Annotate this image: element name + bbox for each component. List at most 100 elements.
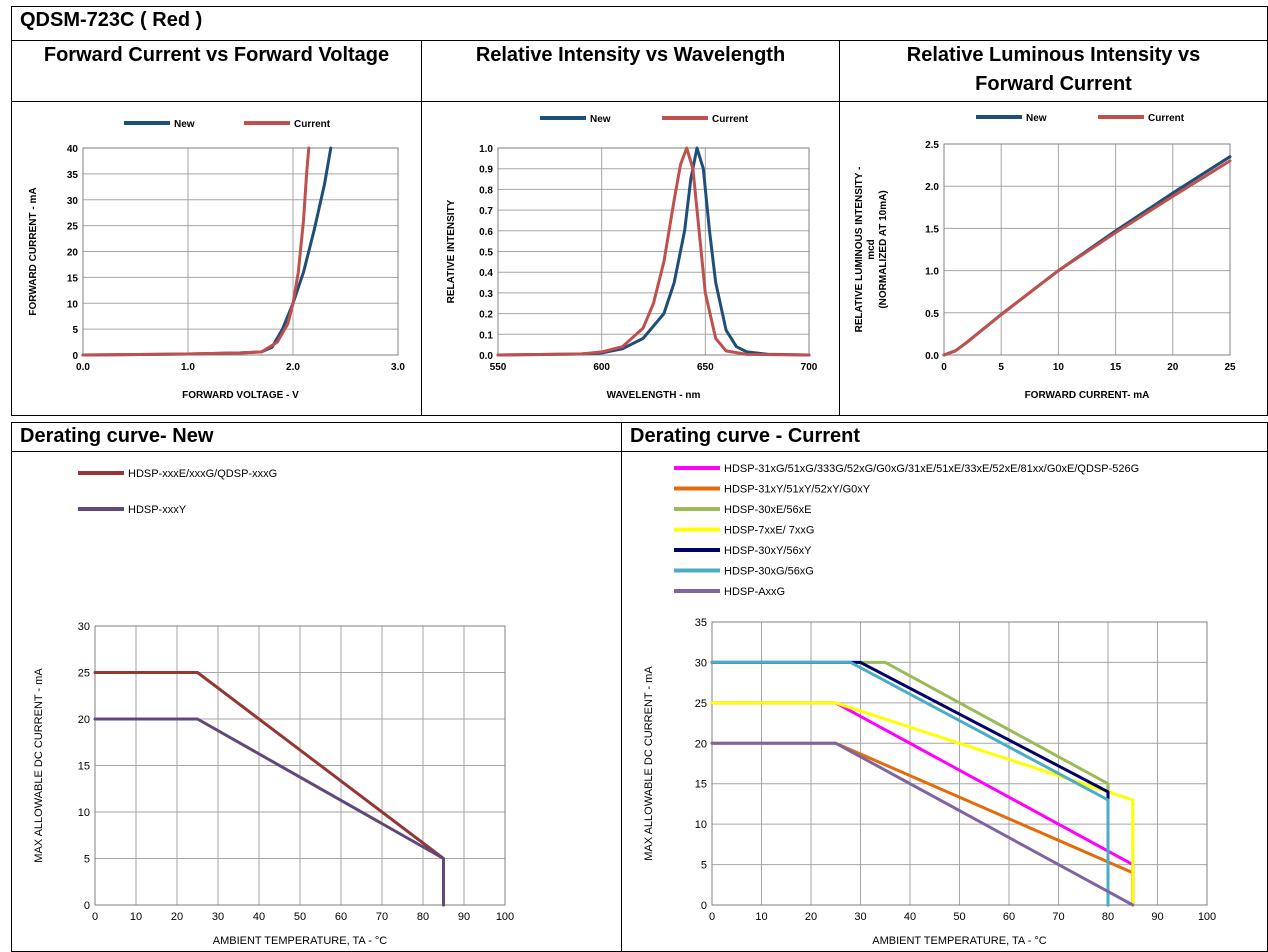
chart5-xtick-label: 90 (1151, 911, 1163, 923)
chart5-ytick-label: 0 (701, 900, 707, 912)
page-header-text: QDSM-723C ( Red ) (20, 9, 203, 31)
chart4-series-line (93, 717, 445, 907)
chart1-ytick-label: 35 (67, 170, 79, 181)
chart2-ytick-label: 0.2 (479, 310, 493, 321)
chart5-xtick-label: 40 (904, 911, 916, 923)
chart1-ytick-label: 20 (67, 248, 79, 259)
chart1-xtick-label: 1.0 (181, 362, 195, 373)
chart2-ytick-label: 0.3 (479, 289, 493, 300)
page-header: QDSM-723C ( Red ) (11, 6, 1268, 41)
chart3-ylabel: mcd (866, 239, 877, 260)
chart2-ytick-label: 0.0 (479, 351, 493, 362)
chart3-xtick-label: 10 (1053, 362, 1065, 373)
chart2-xlabel: WAVELENGTH - nm (607, 390, 701, 401)
chart3-xtick-label: 20 (1167, 362, 1179, 373)
chart5-ytick-label: 25 (695, 698, 707, 710)
chart1-xtick-label: 0.0 (76, 362, 90, 373)
chart4-title-cell: Derating curve- New (11, 422, 622, 452)
chart3-ylabel: RELATIVE LUMINOUS INTENSITY - (854, 167, 865, 333)
chart4-ytick-label: 10 (78, 807, 90, 819)
chart4-ytick-label: 25 (78, 668, 90, 680)
chart5-series-line (710, 701, 1135, 907)
chart5-svg: 0 5 10 15 20 25 30 35 0 10 20 30 40 50 60 70 80 90 100 AMBI… (643, 463, 1216, 947)
chart5-xtick-label: 100 (1198, 911, 1216, 923)
chart4-legend-label: HDSP-xxxY (128, 504, 187, 516)
chart3-ytick-label: 0.5 (925, 309, 939, 320)
chart5-series-line (710, 741, 1135, 907)
chart5-ylabel: MAX ALLOWABLE DC CURRENT - mA (643, 666, 655, 861)
chart2-ylabel: RELATIVE INTENSITY (446, 199, 457, 303)
chart4-xtick-label: 50 (294, 911, 306, 923)
chart5-panel: 0 5 10 15 20 25 30 35 0 10 20 30 40 50 60 70 80 90 100 AMBI… (621, 451, 1268, 952)
chart5-legend-label: HDSP-31xG/51xG/333G/52xG/G0xG/31xE/51xE/… (724, 463, 1139, 475)
chart4-ytick-label: 15 (78, 761, 90, 773)
chart1-xlabel: FORWARD VOLTAGE - V (182, 390, 299, 401)
chart5-xtick-label: 0 (709, 911, 715, 923)
chart1-legend-label: Current (294, 119, 331, 130)
chart1-ytick-label: 40 (67, 144, 79, 155)
chart3-plot-border (943, 143, 1231, 356)
chart5-title-cell: Derating curve - Current (621, 422, 1268, 452)
chart3-ytick-label: 2.0 (925, 182, 939, 193)
chart3-xtick-label: 15 (1110, 362, 1122, 373)
chart5-xtick-label: 70 (1052, 911, 1064, 923)
chart4-ylabel: MAX ALLOWABLE DC CURRENT - mA (33, 668, 45, 863)
chart2-ytick-label: 0.4 (479, 268, 493, 279)
chart4-xtick-label: 80 (417, 911, 429, 923)
chart5-ytick-label: 5 (701, 860, 707, 872)
chart2-ytick-label: 0.1 (479, 330, 493, 341)
chart1-ylabel: FORWARD CURRENT - mA (28, 187, 39, 315)
chart5-legend-label: HDSP-30xE/56xE (724, 504, 811, 516)
chart4-xtick-label: 30 (212, 911, 224, 923)
chart5-ytick-label: 20 (695, 738, 707, 750)
chart3-xlabel: FORWARD CURRENT- mA (1025, 390, 1150, 401)
chart5-legend-label: HDSP-31xY/51xY/52xY/G0xY (724, 484, 871, 496)
chart3-ytick-label: 1.5 (925, 224, 939, 235)
chart4-xtick-label: 10 (130, 911, 142, 923)
chart1-ytick-label: 0 (72, 351, 78, 362)
chart4-panel: 0 5 10 15 20 25 30 0 10 20 30 40 50 60 70 80 90 100 AMBIEN… (11, 451, 622, 952)
chart4-ytick-label: 20 (78, 714, 90, 726)
chart3-ytick-label: 1.0 (925, 267, 939, 278)
chart1-ytick-label: 30 (67, 196, 79, 207)
chart2-series-line (496, 146, 811, 357)
chart4-xtick-label: 0 (92, 911, 98, 923)
chart2-xtick-label: 650 (697, 362, 714, 373)
chart5-xtick-label: 10 (755, 911, 767, 923)
chart3-xtick-label: 25 (1224, 362, 1236, 373)
chart5-title: Derating curve - Current (630, 425, 861, 447)
chart3-series-line (942, 159, 1232, 357)
chart3-xtick-label: 0 (941, 362, 947, 373)
chart5-legend-label: HDSP-30xY/56xY (724, 545, 812, 557)
chart3-legend-label: Current (1148, 113, 1185, 124)
chart2-title-cell: Relative Intensity vs Wavelength (421, 40, 840, 102)
chart4-plot-border (94, 625, 506, 906)
chart5-xtick-label: 80 (1102, 911, 1114, 923)
chart2-xtick-label: 550 (490, 362, 507, 373)
chart4-title: Derating curve- New (20, 425, 214, 447)
chart5-legend-label: HDSP-7xxE/ 7xxG (724, 525, 814, 537)
chart4-xtick-label: 100 (496, 911, 514, 923)
chart5-xtick-label: 20 (805, 911, 817, 923)
chart5-xtick-label: 30 (854, 911, 866, 923)
chart3-legend-label: New (1026, 113, 1047, 124)
chart1-ytick-label: 25 (67, 222, 79, 233)
chart5-ytick-label: 10 (695, 819, 707, 831)
chart4-xtick-label: 20 (171, 911, 183, 923)
chart2-legend-label: New (590, 114, 611, 125)
chart2-legend-label: Current (712, 114, 749, 125)
chart3-ytick-label: 2.5 (925, 140, 939, 151)
chart1-ytick-label: 5 (72, 325, 78, 336)
chart3-title-cell: Relative Luminous Intensity vs Forward C… (839, 40, 1268, 102)
chart5-ytick-label: 15 (695, 779, 707, 791)
chart4-xtick-label: 60 (335, 911, 347, 923)
chart2-series-line (496, 146, 811, 357)
chart5-legend-label: HDSP-AxxG (724, 586, 785, 598)
chart3-svg: 0.0 0.5 1.0 1.5 2.0 2.5 0 5 10 15 20 25 FORWARD CURR… (854, 113, 1236, 401)
chart3-panel: 0.0 0.5 1.0 1.5 2.0 2.5 0 5 10 15 20 25 FORWARD CURR… (839, 101, 1268, 416)
chart1-ytick-label: 15 (67, 273, 79, 284)
chart2-ytick-label: 0.7 (479, 206, 493, 217)
chart4-ytick-label: 30 (78, 621, 90, 633)
chart2-svg: 0.0 0.1 0.2 0.3 0.4 0.5 0.6 0.7 0.8 0.9 1.0 550 600 6… (446, 114, 818, 401)
chart1-svg: 0 5 10 15 20 25 30 35 40 0.0 1.0 2.0 3.0 FORWARD VOLT… (28, 119, 405, 401)
